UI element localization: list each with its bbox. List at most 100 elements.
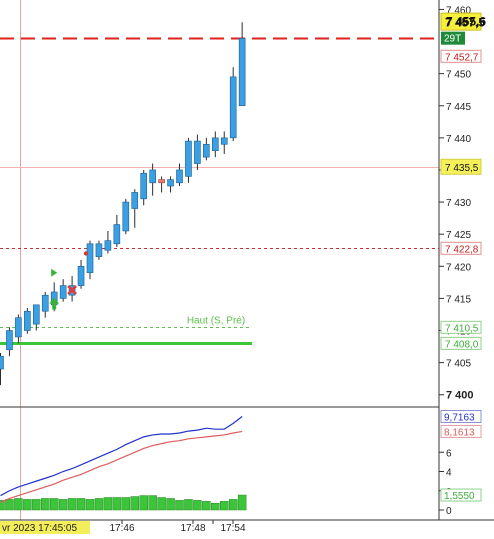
candle-body [24,310,31,331]
marker-level-box [440,49,482,63]
price-tick-label: 7 440 [446,134,471,145]
candle-body [32,304,40,325]
level-435-label-box [440,158,482,175]
histogram-bar [220,501,229,511]
histogram-bar [175,500,184,511]
histogram-bar [23,499,32,511]
candle-body [238,38,246,107]
histogram-bar [157,497,166,511]
time-tick-label: 17:48 [180,523,205,534]
histogram-bar [139,495,148,511]
signal-triangle-icon [51,268,58,277]
crosshair-time-label: vr 2023 17:45:05 [2,523,77,534]
signal-dot-icon [83,251,89,256]
candle-body [229,76,237,139]
histogram-value-box [440,488,482,502]
histogram-bar [148,495,157,511]
slow-line-value: 8,1613 [444,427,475,438]
marker-level-label: 7 452,7 [445,52,479,63]
candle-body [113,224,121,245]
histogram-bar [5,499,14,511]
indicator-panel [0,416,247,511]
indicator-tick-label: 4 [446,468,452,479]
last-price-label-box [440,12,482,31]
histogram-bar [184,499,193,511]
level-annotation: Haut (S, Pré) [187,315,245,326]
histogram-bar [32,499,41,511]
candle-body [122,201,130,232]
price-tick-label: 7 400 [446,390,474,402]
candle-body [220,137,228,145]
fast-line-value: 9,7163 [444,413,475,424]
indicator-tick-label: 6 [446,448,452,459]
histogram-bar [0,500,5,511]
level-410-label: 7 410,5 [445,323,479,334]
price-tick-label: 7 460 [446,5,471,16]
last-price-label: 7 457,5 [445,16,485,30]
timer-box [441,31,465,45]
histogram-bar [211,503,220,511]
level-410-box [440,320,482,334]
candles-layer [0,22,246,386]
histogram-bar [193,500,202,511]
candle-body [86,243,94,274]
candle-body [131,192,139,209]
candle-body [77,265,85,286]
indicator-fast-line [0,416,243,497]
signals-layer [49,251,89,310]
histogram-bar [76,498,86,511]
candle-body [0,355,4,370]
candle-body [185,140,192,177]
price-tick-label: 7 430 [446,198,471,209]
price-tick-label: 7 450 [446,70,471,81]
candle-body [140,172,147,200]
candle-body [158,179,165,184]
histogram-bar [67,498,77,511]
histogram-bar [166,498,175,511]
candle-body [194,140,201,164]
candle-body [59,285,67,299]
price-tick-label: 7 425 [446,230,471,241]
timer-label: 29T [444,34,461,45]
candle-body [203,143,210,158]
level-422-label: 7 422,8 [445,244,479,255]
candle-body [41,294,49,312]
candle-body [212,137,219,152]
histogram-bar [112,497,122,511]
candle-body [149,169,156,184]
histogram-bar [103,497,113,511]
candle-body [104,240,112,251]
indicator-tick-label: 0 [446,506,452,517]
histogram-bar [49,498,59,511]
histogram-bar [94,498,104,511]
time-tick-label: 17:54 [220,523,245,534]
histogram-bar [14,498,23,511]
histogram-value: 1,5550 [444,491,475,502]
candle-body [6,330,13,351]
histogram-bar [130,496,139,511]
price-tick-label: 7 415 [446,294,471,305]
dashed-level-label: 7 455,6 [446,15,486,29]
time-tick-label: 17:46 [109,523,134,534]
level-408-box [440,336,482,350]
buy-arrow-icon [49,297,60,310]
price-tick-label: 7 420 [446,262,471,273]
crosshair-time-box [0,521,90,534]
histogram-bar [121,497,131,511]
level-422-box [440,241,482,255]
sell-cross-icon [67,285,77,295]
candle-body [15,317,22,338]
histogram-bar [58,499,68,511]
candle-body [167,179,174,187]
slow-line-value-box [440,424,482,438]
level-435-label: 7 435,5 [445,163,479,174]
candle-body [176,169,183,184]
histogram-bar [228,499,238,511]
indicator-slow-line [0,430,243,503]
price-tick-label: 7 445 [446,102,471,113]
histogram-bar [41,498,50,511]
price-tick-label: 7 405 [446,359,471,370]
